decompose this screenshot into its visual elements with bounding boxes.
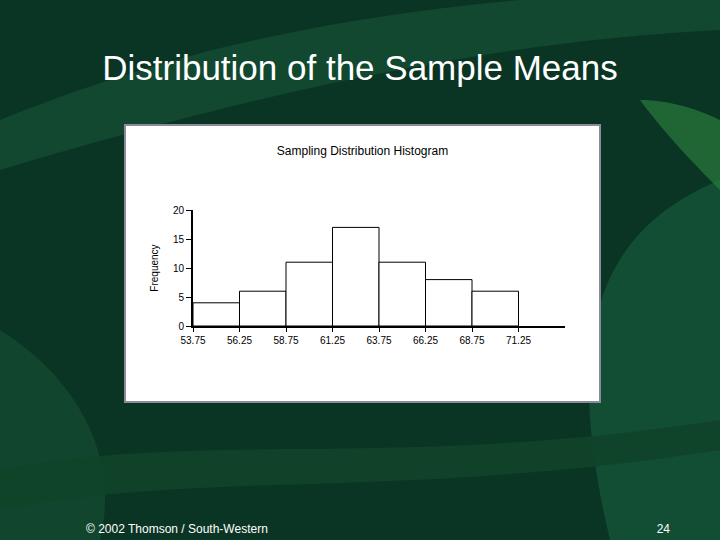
svg-text:61.25: 61.25	[320, 335, 345, 346]
svg-text:63.75: 63.75	[366, 335, 391, 346]
svg-text:Frequency: Frequency	[149, 244, 160, 291]
svg-text:56.25: 56.25	[227, 335, 252, 346]
svg-text:5: 5	[178, 292, 184, 303]
svg-text:71.25: 71.25	[506, 335, 531, 346]
svg-text:58.75: 58.75	[273, 335, 298, 346]
html-text:© 2002 Thomson / South-Western: © 2002 Thomson / South-Western	[86, 522, 268, 536]
html-text:24: 24	[656, 522, 670, 536]
svg-text:20: 20	[173, 205, 185, 216]
html-text:Distribution of the Sample Mea: Distribution of the Sample Means	[102, 48, 618, 87]
svg-text:15: 15	[173, 234, 185, 245]
svg-text:53.75: 53.75	[180, 335, 205, 346]
svg-text:68.75: 68.75	[459, 335, 484, 346]
svg-text:Sampling Distribution Histogra: Sampling Distribution Histogram	[277, 144, 448, 158]
svg-text:66.25: 66.25	[413, 335, 438, 346]
svg-text:10: 10	[173, 263, 185, 274]
svg-text:0: 0	[178, 321, 184, 332]
